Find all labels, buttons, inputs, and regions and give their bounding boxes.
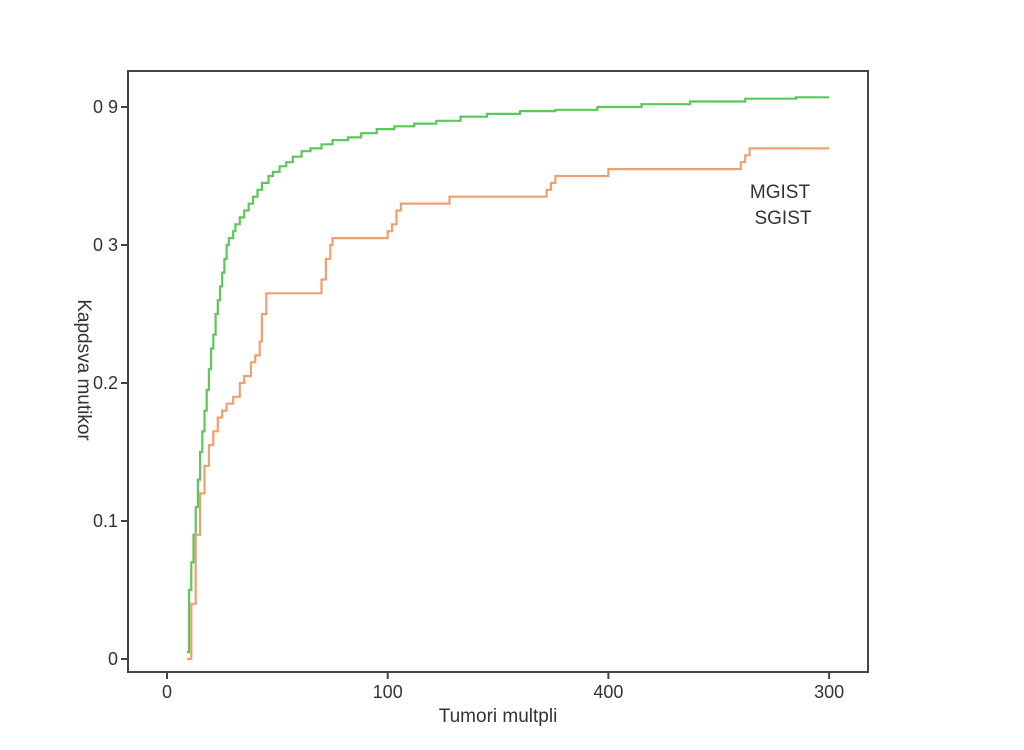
x-tick-label: 400 (593, 682, 623, 702)
plot-frame (127, 70, 869, 673)
y-tick-label: 0.2 (93, 373, 118, 393)
legend: MGIST SGIST (750, 182, 812, 229)
x-axis-title: Tumori multpli (439, 706, 558, 727)
y-axis-title: Kapdsva mutikor (73, 299, 94, 441)
y-tick-label: 0.1 (93, 511, 118, 531)
y-axis: 0 0.1 0.2 0 3 0 9 (93, 97, 128, 669)
y-tick-label: 0 3 (93, 235, 118, 255)
series-layer (186, 96, 830, 661)
x-tick-label: 0 (162, 682, 172, 702)
x-tick-label: 300 (814, 682, 844, 702)
y-tick-label: 0 9 (93, 97, 118, 117)
series-line-mgist (186, 96, 830, 654)
x-axis: 0 100 400 300 (162, 672, 844, 702)
y-tick-label: 0 (108, 649, 118, 669)
series-line-sgist (186, 147, 830, 661)
legend-entry-sgist: SGIST (754, 208, 811, 229)
legend-entry-mgist: MGIST (750, 182, 811, 203)
x-tick-label: 100 (373, 682, 403, 702)
